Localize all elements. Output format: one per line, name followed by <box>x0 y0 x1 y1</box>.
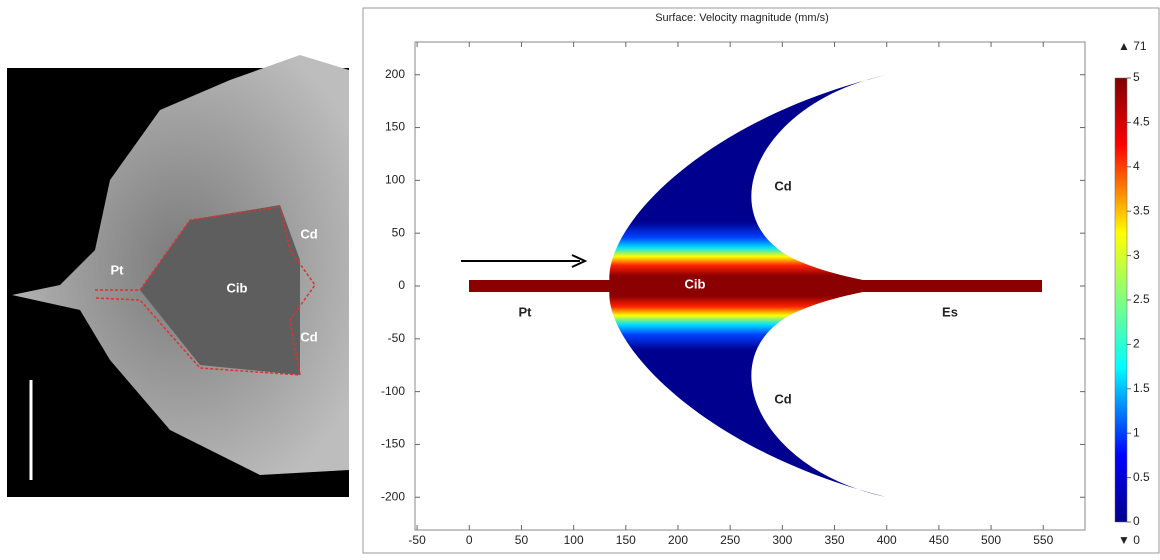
y-tick-label: -50 <box>388 331 406 345</box>
colorbar-tick-label: 2.5 <box>1133 292 1150 306</box>
figure: Surface: Velocity magnitude (mm/s) ▲ 71 … <box>0 0 1160 555</box>
y-tick-label: 200 <box>385 67 405 81</box>
x-tick-label: 350 <box>825 533 845 547</box>
x-tick-label: 500 <box>981 533 1001 547</box>
chart-title: Surface: Velocity magnitude (mm/s) <box>655 12 829 24</box>
colorbar-tick-label: 0.5 <box>1133 470 1150 484</box>
colorbar-tick-label: 1 <box>1133 425 1140 439</box>
x-tick-label: 150 <box>616 533 636 547</box>
colorbar-tick-label: 3 <box>1133 248 1140 262</box>
annotation: Cib <box>685 276 706 291</box>
y-tick-label: 50 <box>392 225 406 239</box>
channel <box>469 280 1042 292</box>
colorbar-tick-label: 4 <box>1133 159 1140 173</box>
colorbar <box>1115 78 1127 522</box>
image-label: Cd <box>300 226 317 241</box>
image-label: Cd <box>300 329 317 344</box>
x-tick-label: -50 <box>408 533 426 547</box>
colorbar-min: ▼ 0 <box>1118 533 1140 547</box>
y-tick-label: 150 <box>385 120 405 134</box>
image-label: Pt <box>111 262 125 277</box>
x-tick-label: 450 <box>929 533 949 547</box>
annotation: Pt <box>519 304 533 319</box>
colorbar-tick-label: 2 <box>1133 337 1140 351</box>
annotation: Cd <box>774 178 791 193</box>
y-tick-label: -200 <box>381 489 405 503</box>
colorbar-tick-label: 1.5 <box>1133 381 1150 395</box>
colorbar-tick-label: 4.5 <box>1133 115 1150 129</box>
x-tick-label: 250 <box>720 533 740 547</box>
y-tick-label: -150 <box>381 437 405 451</box>
colorbar-tick-label: 3.5 <box>1133 203 1150 217</box>
y-tick-label: -100 <box>381 384 405 398</box>
x-tick-label: 100 <box>564 533 584 547</box>
image-label: Cib <box>227 280 248 295</box>
sem-image <box>7 55 349 497</box>
annotation: Es <box>942 304 958 319</box>
x-tick-label: 550 <box>1033 533 1053 547</box>
y-tick-label: 100 <box>385 173 405 187</box>
x-tick-label: 300 <box>772 533 792 547</box>
x-tick-label: 400 <box>877 533 897 547</box>
annotation: Cd <box>774 391 791 406</box>
colorbar-max: ▲ 71 <box>1118 39 1147 53</box>
x-tick-label: 200 <box>668 533 688 547</box>
y-tick-label: 0 <box>398 278 405 292</box>
x-tick-label: 0 <box>466 533 473 547</box>
colorbar-tick-label: 5 <box>1133 70 1140 84</box>
colorbar-tick-label: 0 <box>1133 514 1140 528</box>
x-tick-label: 50 <box>515 533 529 547</box>
